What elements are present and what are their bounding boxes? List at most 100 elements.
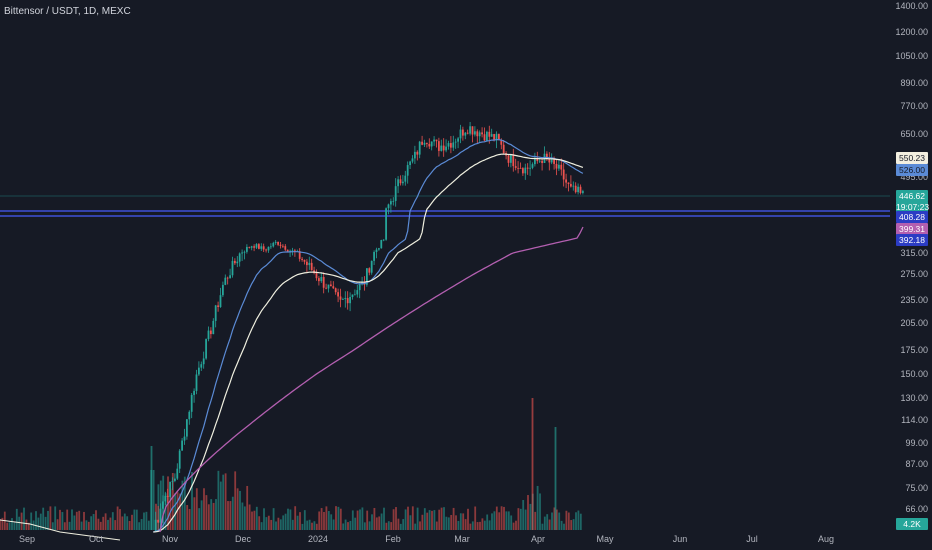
volume-bar <box>150 446 153 530</box>
volume-bar <box>375 517 378 530</box>
candle-body <box>233 260 236 264</box>
volume-bar <box>371 514 373 530</box>
volume-bar <box>447 517 450 530</box>
price-tick-label: 495.00 <box>900 172 928 182</box>
time-tick-label: Aug <box>817 534 835 544</box>
candle-body <box>445 146 447 151</box>
volume-bar <box>164 493 167 530</box>
horizontal-levels[interactable] <box>0 195 890 217</box>
volume-bar <box>366 510 369 530</box>
candle-body <box>260 246 263 249</box>
volume-bar <box>126 516 129 530</box>
candle-body <box>245 246 248 252</box>
volume-bar <box>512 522 515 530</box>
volume-bar <box>71 509 73 530</box>
candle-body <box>209 330 212 335</box>
volume-bar <box>54 506 57 530</box>
volume-bar <box>342 523 345 530</box>
volume-bar <box>426 512 429 530</box>
time-tick-label: 2024 <box>307 534 329 544</box>
volume-bar <box>78 510 81 530</box>
price-tick-label: 175.00 <box>900 345 928 355</box>
candle-body <box>346 298 349 304</box>
volume-bar <box>128 520 131 530</box>
volume-bar <box>191 471 193 530</box>
volume-bar <box>30 512 33 530</box>
volume-bar <box>404 509 407 530</box>
volume-bar <box>186 505 189 530</box>
volume-bar <box>318 511 321 530</box>
volume-bar <box>219 481 222 530</box>
candle-body <box>401 181 404 184</box>
volume-bar <box>339 508 342 530</box>
candle-body <box>370 260 373 273</box>
candle-body <box>373 252 375 261</box>
volume-bar <box>474 506 477 530</box>
countdown-badge: 19:07:23 <box>896 201 930 213</box>
volume-bar <box>354 517 357 530</box>
price-tick-label: 770.00 <box>900 101 928 111</box>
price-tick-label: 650.00 <box>900 129 928 139</box>
volume-bar <box>507 511 510 530</box>
volume-bar <box>263 508 265 530</box>
volume-bar <box>522 500 525 530</box>
volume-bar <box>260 522 263 530</box>
volume-bar <box>6 522 9 530</box>
volume-bar <box>390 522 393 530</box>
candle-body <box>358 284 361 291</box>
candle-body <box>471 126 474 135</box>
time-tick-label: Feb <box>385 534 401 544</box>
candle-body <box>337 292 339 297</box>
volume-bar <box>195 488 198 530</box>
volume-bar <box>303 510 306 530</box>
volume-bar <box>272 508 275 530</box>
candle-body <box>490 134 493 137</box>
candle-body <box>461 129 464 136</box>
candle-body <box>329 284 332 287</box>
volume-bars <box>0 398 582 530</box>
volume-bar <box>416 507 419 530</box>
candle-body <box>193 390 195 395</box>
volume-bar <box>555 509 558 530</box>
candle-body <box>385 208 387 240</box>
volume-bar <box>553 507 556 530</box>
volume-bar <box>428 510 431 530</box>
candle-body <box>157 519 159 523</box>
candle-body <box>478 132 481 137</box>
volume-bar <box>152 470 155 530</box>
time-tick-label: May <box>596 534 614 544</box>
candle-body <box>440 145 443 151</box>
volume-bar <box>37 517 40 530</box>
candle-body <box>526 167 529 169</box>
volume-bar <box>524 509 527 530</box>
candle-body <box>387 204 390 209</box>
time-tick-label: Apr <box>530 534 546 544</box>
volume-bar <box>8 522 11 530</box>
volume-bar <box>327 511 330 530</box>
volume-bar <box>483 520 486 530</box>
candle-body <box>236 261 239 264</box>
volume-bar <box>471 521 474 530</box>
volume-bar <box>56 519 59 530</box>
candle-body <box>509 154 512 163</box>
volume-bar <box>469 523 472 530</box>
volume-bar <box>407 506 409 530</box>
volume-bar <box>392 509 395 530</box>
volume-bar <box>551 512 553 530</box>
volume-bar <box>301 523 304 530</box>
volume-bar <box>90 516 93 530</box>
volume-bar <box>212 502 215 530</box>
volume-bar <box>51 522 54 530</box>
volume-bar <box>207 504 210 530</box>
volume-bar <box>409 515 412 530</box>
volume-bar <box>234 471 237 530</box>
candle-body <box>164 495 167 502</box>
volume-bar <box>267 515 270 530</box>
candle-body <box>190 394 193 412</box>
candle-body <box>322 277 325 288</box>
volume-bar <box>385 522 388 530</box>
volume-bar <box>452 507 455 530</box>
chart-title: Bittensor / USDT, 1D, MEXC <box>4 6 131 17</box>
candle-body <box>409 161 411 166</box>
